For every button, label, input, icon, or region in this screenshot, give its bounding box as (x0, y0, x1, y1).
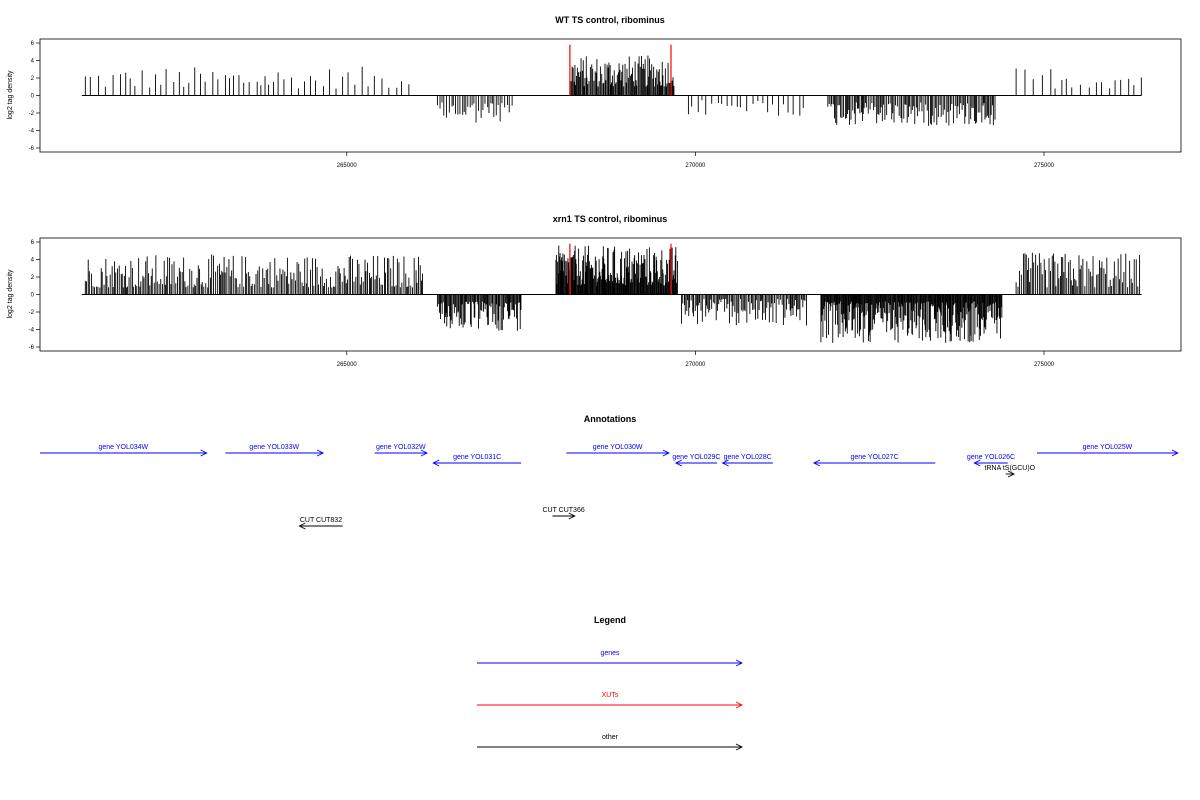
y-tick-label: -4 (29, 129, 35, 135)
feature-arrowhead (1007, 470, 1016, 478)
panel-wt-ts-control: WT TS control, ribominus log2 tag densit… (7, 15, 1182, 169)
annotations-track: Annotations gene YOL034W gene YOL033W gene… (40, 414, 1179, 530)
y-tick-label: 4 (31, 258, 35, 264)
annotation-feature: gene YOL026C (967, 454, 1015, 467)
x-tick-label: 265000 (337, 362, 358, 368)
legend-items: genes XUTs other (477, 650, 744, 751)
legend-item: genes (477, 650, 744, 667)
feature-arrowhead (298, 522, 306, 530)
legend-label: genes (600, 650, 620, 657)
feature-label: gene YOL033W (249, 444, 299, 451)
y-tick-label: -4 (29, 328, 35, 334)
feature-arrowhead (973, 459, 981, 467)
y-tick-label: 6 (31, 41, 35, 47)
legend: Legend genes XUTs other (477, 615, 744, 751)
annotation-feature: CUT CUT832 (298, 517, 343, 530)
x-tick-label: 275000 (1034, 362, 1055, 368)
y-tick-label: 2 (31, 275, 35, 281)
y-tick-label: 2 (31, 76, 35, 82)
feature-label: gene YOL027C (851, 454, 899, 461)
legend-arrowhead (735, 659, 744, 667)
feature-arrowhead (662, 449, 670, 457)
annotation-feature: gene YOL029C (672, 454, 721, 467)
y-axis-ticks: 6 4 2 0 -2 -4 -6 (29, 41, 40, 152)
x-axis-ticks: 265000 270000 275000 (337, 351, 1055, 368)
y-tick-label: 0 (31, 94, 35, 100)
feature-arrowhead (432, 459, 440, 467)
y-tick-label: 0 (31, 293, 35, 299)
annotation-feature: gene YOL031C (432, 454, 522, 467)
legend-label: XUTs (602, 692, 619, 699)
feature-arrowhead (200, 449, 208, 457)
feature-arrowhead (812, 459, 821, 467)
feature-label: tRNA tS(GCU)O (985, 465, 1036, 472)
feature-arrowhead (420, 449, 428, 457)
y-tick-label: -2 (29, 310, 35, 316)
feature-arrowhead (674, 459, 683, 467)
x-tick-label: 265000 (337, 163, 358, 169)
feature-label: CUT CUT366 (542, 507, 584, 514)
feature-label: gene YOL026C (967, 454, 1015, 461)
x-tick-label: 275000 (1034, 163, 1055, 169)
x-axis-ticks: 265000 270000 275000 (337, 152, 1055, 169)
data-bars (81, 243, 1142, 343)
annotation-feature: gene YOL025W (1037, 444, 1179, 457)
annotation-feature: CUT CUT366 (542, 507, 585, 520)
legend-item: XUTs (477, 692, 744, 709)
feature-arrowhead (568, 512, 576, 520)
feature-label: gene YOL032W (376, 444, 426, 451)
y-tick-label: -6 (29, 345, 35, 351)
panel-title: xrn1 TS control, ribominus (553, 214, 668, 224)
feature-label: gene YOL028C (724, 454, 772, 461)
annotation-feature: gene YOL028C (721, 454, 773, 467)
feature-label: gene YOL029C (672, 454, 720, 461)
y-axis-ticks: 6 4 2 0 -2 -4 -6 (29, 240, 40, 351)
legend-item: other (477, 734, 744, 751)
feature-label: CUT CUT832 (300, 517, 342, 524)
data-bars (81, 44, 1142, 126)
x-tick-label: 270000 (685, 362, 706, 368)
panel-title: WT TS control, ribominus (555, 15, 665, 25)
y-tick-label: 4 (31, 59, 35, 65)
annotations-title: Annotations (584, 414, 637, 424)
legend-arrowhead (735, 701, 744, 709)
annotation-feature: gene YOL032W (374, 444, 428, 457)
feature-arrowhead (721, 459, 729, 467)
annotation-feature: gene YOL030W (566, 444, 670, 457)
panel-xrn1-ts-control: xrn1 TS control, ribominus log2 tag dens… (7, 214, 1182, 368)
feature-label: gene YOL025W (1083, 444, 1133, 451)
annotation-features: gene YOL034W gene YOL033W gene YOL032W gene… (40, 444, 1179, 530)
y-tick-label: -2 (29, 111, 35, 117)
feature-label: gene YOL034W (98, 444, 148, 451)
annotation-feature: gene YOL027C (812, 454, 936, 467)
legend-arrowhead (735, 743, 744, 751)
feature-arrowhead (1171, 449, 1179, 457)
feature-label: gene YOL030W (593, 444, 643, 451)
annotation-feature: tRNA tS(GCU)O (985, 465, 1036, 478)
feature-label: gene YOL031C (453, 454, 501, 461)
y-tick-label: -6 (29, 146, 35, 152)
feature-arrowhead (316, 449, 325, 457)
y-axis-label: log2 tag density (7, 269, 14, 319)
annotation-feature: gene YOL034W (40, 444, 208, 457)
annotation-feature: gene YOL033W (225, 444, 325, 457)
legend-label: other (602, 734, 619, 741)
y-axis-label: log2 tag density (7, 70, 14, 120)
legend-title: Legend (594, 615, 626, 625)
y-tick-label: 6 (31, 240, 35, 246)
x-tick-label: 270000 (685, 163, 706, 169)
